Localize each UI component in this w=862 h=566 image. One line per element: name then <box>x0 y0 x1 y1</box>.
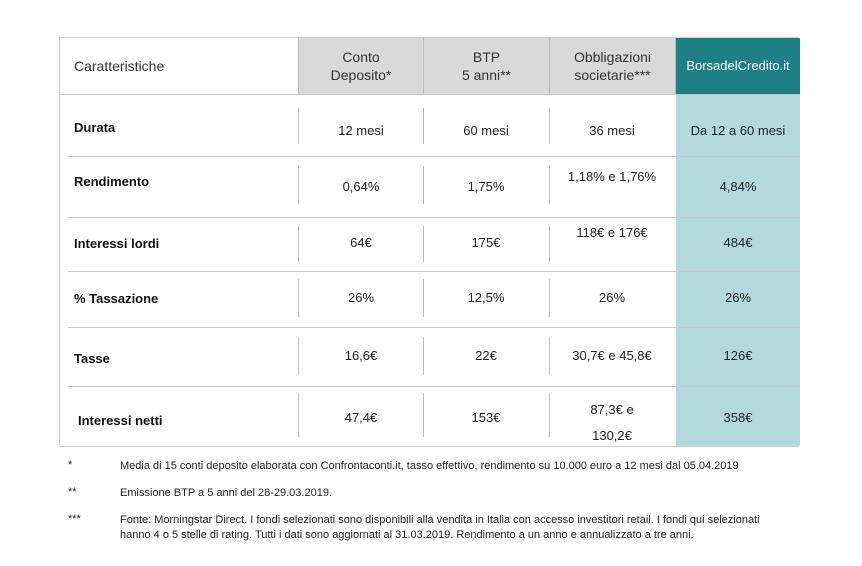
header-borsadelcredito: BorsadelCredito.it <box>676 38 800 94</box>
header-obbligazioni: Obbligazioni societarie*** <box>550 38 675 94</box>
cell-tasse-borsadelcredito: 126€ <box>723 348 753 363</box>
col-divider <box>549 38 550 94</box>
cell-tasse-obbligazioni: 30,7€ e 45,8€ <box>572 348 652 363</box>
cell-rendimento-conto: 0,64% <box>342 179 380 194</box>
col-divider <box>423 38 424 94</box>
cell-tassazione-borsadelcredito: 26% <box>724 290 752 305</box>
comparison-table: Caratteristiche Conto Deposito* BTP 5 an… <box>59 37 800 447</box>
cell-lordi-btp: 175€ <box>471 235 501 250</box>
col-divider <box>423 393 424 437</box>
col-divider <box>549 166 550 204</box>
row-label-tassazione: % Tassazione <box>74 291 159 306</box>
footnote-marker: *** <box>68 513 81 525</box>
col-divider <box>298 226 299 262</box>
row-label-durata: Durata <box>74 120 116 135</box>
col-divider <box>549 393 550 437</box>
cell-netti-btp: 153€ <box>471 410 501 425</box>
col-divider <box>549 279 550 317</box>
col-divider <box>423 166 424 204</box>
footnote-text: Media di 15 conti deposito elaborata con… <box>120 460 739 472</box>
footnote-text: Fonte: Morningstar Direct. I fondi selez… <box>120 514 760 541</box>
row-divider <box>68 156 800 157</box>
row-label-interessi-netti: Interessi netti <box>78 413 163 428</box>
col-divider <box>298 279 299 317</box>
cell-durata-borsadelcredito: Da 12 a 60 mesi <box>690 123 786 138</box>
row-divider <box>68 271 800 272</box>
cell-netti-conto: 47,4€ <box>344 410 378 425</box>
col-divider <box>423 337 424 375</box>
cell-durata-conto: 12 mesi <box>338 123 384 138</box>
cell-durata-obbligazioni: 36 mesi <box>589 123 635 138</box>
cell-netti-obbligazioni: 87,3€ e 130,2€ <box>590 402 634 443</box>
col-divider <box>298 38 299 94</box>
cell-lordi-conto: 64€ <box>350 235 372 250</box>
cell-durata-btp: 60 mesi <box>463 123 509 138</box>
cell-tassazione-conto: 26% <box>347 290 375 305</box>
col-divider <box>549 337 550 375</box>
footnote-marker: ** <box>68 486 77 498</box>
cell-rendimento-btp: 1,75% <box>467 179 505 194</box>
footnote-text: Emissione BTP a 5 anni del 28-29.03.2019… <box>120 487 332 499</box>
col-divider <box>298 166 299 204</box>
cell-netti-borsadelcredito: 358€ <box>723 410 753 425</box>
cell-tassazione-btp: 12,5% <box>467 290 505 305</box>
col-divider <box>549 108 550 144</box>
row-divider <box>68 217 800 218</box>
footnote-marker: * <box>68 459 73 471</box>
col-divider <box>423 226 424 262</box>
row-label-interessi-lordi: Interessi lordi <box>74 236 160 251</box>
col-divider <box>298 337 299 375</box>
col-divider <box>423 108 424 144</box>
header-btp: BTP 5 anni** <box>424 38 549 94</box>
row-label-tasse: Tasse <box>74 351 110 366</box>
col-divider <box>298 393 299 437</box>
cell-lordi-borsadelcredito: 484€ <box>723 235 753 250</box>
col-divider <box>298 108 299 144</box>
col-divider <box>675 38 676 94</box>
row-divider <box>60 94 800 95</box>
col-divider <box>549 226 550 262</box>
row-label-rendimento: Rendimento <box>74 174 150 189</box>
row-divider <box>68 327 800 328</box>
header-conto-deposito: Conto Deposito* <box>299 38 423 94</box>
cell-tassazione-obbligazioni: 26% <box>598 290 626 305</box>
cell-rendimento-borsadelcredito: 4,84% <box>719 179 757 194</box>
row-divider <box>68 386 800 387</box>
cell-rendimento-obbligazioni: 1,18% e 1,76% <box>567 169 657 184</box>
highlight-column <box>676 94 800 446</box>
cell-lordi-obbligazioni: 118€ e 176€ <box>576 225 648 240</box>
col-divider <box>423 279 424 317</box>
table-header: Caratteristiche Conto Deposito* BTP 5 an… <box>60 38 800 94</box>
cell-tasse-conto: 16,6€ <box>344 348 378 363</box>
cell-tasse-btp: 22€ <box>475 348 497 363</box>
header-label: Caratteristiche <box>60 38 298 94</box>
